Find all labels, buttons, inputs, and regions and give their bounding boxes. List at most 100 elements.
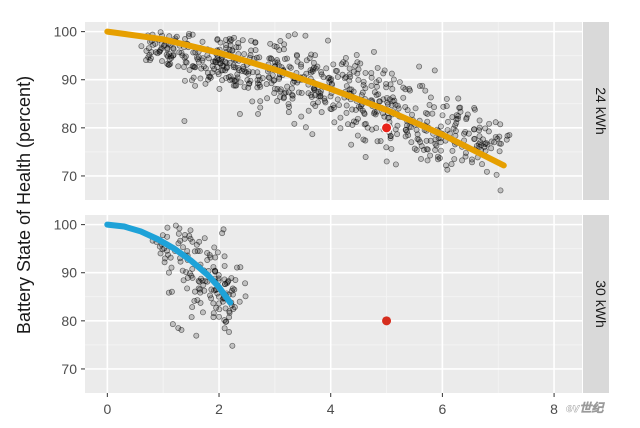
scatter-point bbox=[376, 98, 383, 105]
scatter-point bbox=[295, 89, 302, 96]
scatter-point bbox=[374, 64, 381, 71]
scatter-point bbox=[289, 91, 295, 98]
scatter-point bbox=[216, 313, 222, 320]
scatter-point bbox=[352, 62, 359, 69]
scatter-point bbox=[443, 95, 450, 102]
scatter-point bbox=[207, 73, 213, 80]
scatter-point bbox=[170, 46, 177, 53]
scatter-point bbox=[370, 48, 377, 55]
x-tick-label: 4 bbox=[327, 401, 335, 417]
scatter-point bbox=[152, 40, 159, 47]
scatter-point bbox=[389, 94, 396, 101]
scatter-point bbox=[360, 78, 367, 85]
scatter-point bbox=[448, 161, 455, 168]
strip-background bbox=[583, 215, 609, 393]
scatter-point bbox=[226, 35, 233, 42]
scatter-point bbox=[241, 84, 248, 91]
scatter-point bbox=[268, 80, 275, 87]
scatter-point bbox=[362, 120, 369, 127]
scatter-point bbox=[338, 61, 345, 68]
scatter-point bbox=[491, 139, 497, 146]
y-tick-label: 100 bbox=[54, 217, 78, 233]
scatter-point bbox=[368, 74, 375, 81]
scatter-point bbox=[199, 38, 206, 45]
scatter-point bbox=[435, 153, 441, 160]
scatter-point bbox=[220, 226, 227, 233]
scatter-point bbox=[157, 29, 164, 36]
scatter-point bbox=[196, 248, 203, 255]
scatter-point bbox=[197, 299, 204, 306]
scatter-point bbox=[431, 104, 438, 111]
scatter-point bbox=[192, 288, 198, 295]
scatter-point bbox=[161, 259, 168, 266]
scatter-point bbox=[257, 104, 264, 111]
scatter-point bbox=[353, 52, 360, 58]
scatter-point bbox=[209, 63, 216, 70]
scatter-point bbox=[281, 41, 288, 48]
scatter-point bbox=[232, 277, 239, 283]
scatter-point bbox=[210, 300, 217, 307]
scatter-point bbox=[190, 49, 197, 56]
scatter-point bbox=[349, 121, 356, 128]
scatter-point bbox=[205, 55, 212, 62]
scatter-point bbox=[181, 235, 188, 242]
scatter-point bbox=[181, 64, 187, 70]
scatter-point bbox=[189, 265, 196, 272]
scatter-point bbox=[376, 77, 383, 84]
scatter-point bbox=[331, 119, 338, 126]
y-tick-label: 80 bbox=[61, 313, 77, 329]
scatter-point bbox=[368, 70, 375, 76]
scatter-point bbox=[294, 53, 301, 59]
scatter-point bbox=[332, 68, 339, 74]
scatter-point bbox=[443, 103, 450, 110]
scatter-point bbox=[165, 61, 172, 68]
scatter-point bbox=[192, 82, 199, 89]
highlight-point bbox=[382, 316, 392, 326]
scatter-point bbox=[184, 248, 191, 254]
scatter-point bbox=[431, 67, 438, 74]
scatter-point bbox=[284, 83, 291, 90]
scatter-point bbox=[346, 77, 353, 84]
scatter-point bbox=[215, 71, 222, 78]
scatter-point bbox=[432, 140, 439, 147]
scatter-point bbox=[156, 48, 163, 55]
scatter-point bbox=[427, 94, 434, 101]
scatter-point bbox=[259, 75, 266, 82]
scatter-point bbox=[257, 98, 264, 105]
scatter-point bbox=[164, 224, 171, 231]
scatter-point bbox=[362, 154, 369, 160]
scatter-point bbox=[179, 52, 186, 59]
scatter-point bbox=[266, 55, 273, 62]
scatter-point bbox=[189, 238, 196, 245]
scatter-point bbox=[384, 99, 391, 106]
scatter-point bbox=[219, 67, 226, 74]
scatter-point bbox=[168, 264, 175, 271]
scatter-point bbox=[148, 49, 155, 56]
scatter-point bbox=[325, 37, 331, 44]
scatter-point bbox=[392, 101, 399, 108]
scatter-point bbox=[298, 63, 305, 70]
scatter-point bbox=[357, 60, 364, 67]
scatter-point bbox=[204, 257, 211, 263]
y-tick-label: 70 bbox=[61, 361, 77, 377]
scatter-point bbox=[222, 281, 228, 288]
scatter-point bbox=[263, 81, 270, 88]
scatter-point bbox=[343, 102, 350, 109]
scatter-point bbox=[494, 135, 501, 142]
scatter-point bbox=[212, 268, 219, 275]
scatter-point bbox=[179, 267, 186, 274]
scatter-point bbox=[445, 118, 451, 125]
scatter-point bbox=[159, 232, 166, 239]
scatter-point bbox=[330, 61, 337, 68]
scatter-point bbox=[386, 114, 393, 121]
scatter-point bbox=[426, 101, 433, 108]
scatter-point bbox=[390, 76, 397, 83]
scatter-point bbox=[395, 105, 402, 112]
scatter-point bbox=[337, 114, 344, 121]
scatter-point bbox=[314, 63, 321, 70]
scatter-point bbox=[264, 95, 271, 102]
scatter-point bbox=[145, 54, 152, 61]
scatter-point bbox=[404, 128, 411, 135]
scatter-point bbox=[355, 103, 362, 110]
scatter-point bbox=[189, 304, 196, 311]
